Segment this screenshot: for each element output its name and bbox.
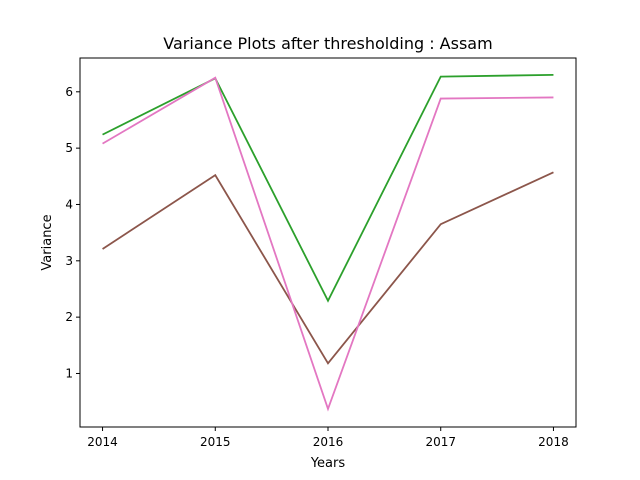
series-line-3	[102, 76, 554, 412]
x-axis: 2014 2015 2016 2017 2018	[87, 427, 569, 449]
y-tick-label: 4	[65, 197, 73, 211]
y-axis: 1 2 3 4 5 6	[65, 85, 80, 380]
y-tick-label: 6	[65, 85, 73, 99]
y-axis-label: Variance	[40, 214, 55, 270]
series-line-2	[102, 171, 554, 365]
x-tick-label: 2015	[200, 435, 231, 449]
x-tick-label: 2014	[87, 435, 118, 449]
y-tick-label: 2	[65, 310, 73, 324]
plot-area	[79, 57, 577, 428]
series-layer	[102, 74, 554, 412]
x-tick-label: 2017	[425, 435, 456, 449]
y-tick-label: 3	[65, 254, 73, 268]
chart-title: Variance Plots after thresholding : Assa…	[163, 34, 492, 53]
x-tick-label: 2018	[538, 435, 569, 449]
x-axis-label: Years	[310, 456, 346, 471]
y-tick-label: 5	[65, 141, 73, 155]
y-tick-label: 1	[65, 366, 73, 380]
series-line-1	[102, 74, 554, 303]
x-tick-label: 2016	[313, 435, 344, 449]
